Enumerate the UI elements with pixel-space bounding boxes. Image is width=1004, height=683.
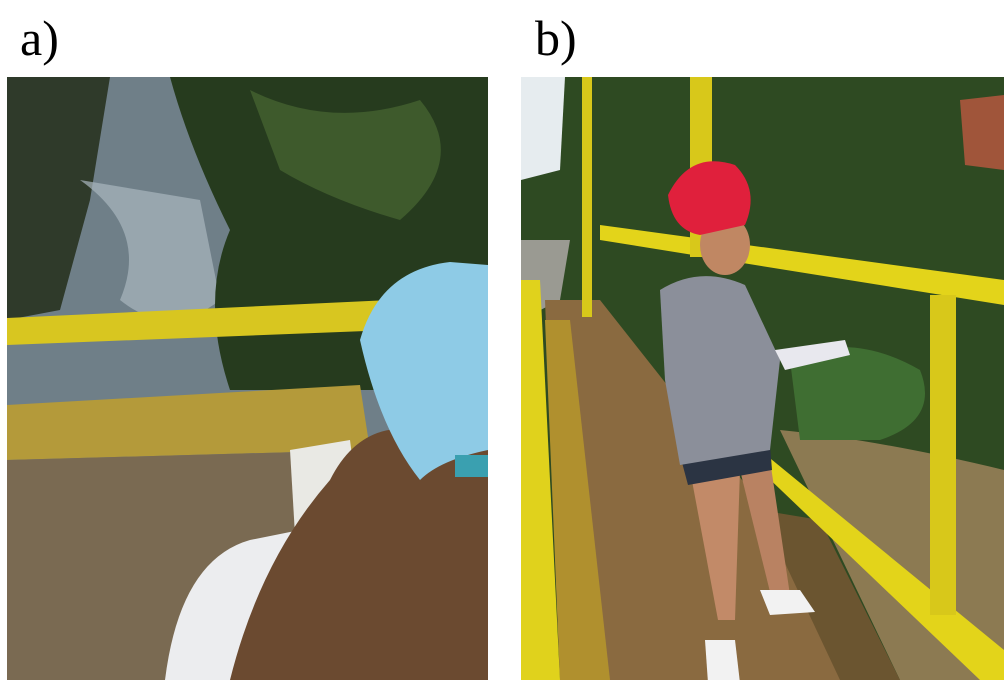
panel-label: b) — [535, 10, 577, 66]
shoe — [705, 640, 740, 680]
notepad — [775, 340, 850, 370]
post — [930, 295, 956, 615]
post — [582, 77, 592, 317]
sky-reflection — [80, 180, 220, 320]
panel-label: a) — [20, 10, 59, 66]
hair-tie — [455, 455, 488, 477]
building — [960, 95, 1004, 170]
grating — [7, 385, 370, 460]
reflection — [7, 77, 110, 320]
rail — [7, 300, 392, 345]
shoe — [760, 590, 815, 615]
plants — [790, 347, 925, 440]
hair — [668, 161, 751, 235]
foliage — [250, 90, 441, 220]
rail — [760, 450, 1004, 680]
sky — [521, 77, 565, 180]
leg — [690, 470, 740, 620]
grating — [545, 320, 610, 680]
shirt — [660, 276, 780, 465]
cap — [360, 262, 488, 480]
photo-b — [521, 77, 1004, 680]
hair — [230, 428, 488, 680]
grating — [760, 510, 900, 680]
photo-a — [7, 77, 488, 680]
leg — [740, 460, 790, 600]
rail — [521, 280, 560, 680]
